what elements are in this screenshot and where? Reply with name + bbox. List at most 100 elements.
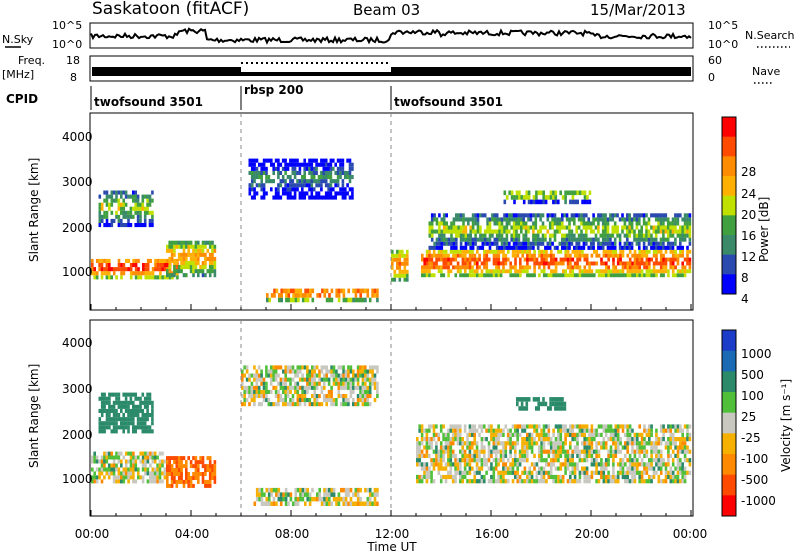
power-echo-cell [151, 271, 155, 276]
power-echo-cell [589, 221, 593, 226]
power-echo-cell [274, 166, 278, 171]
power-echo-cell [293, 162, 297, 167]
velocity-echo-cell [158, 459, 162, 464]
power-echo-cell [594, 233, 598, 238]
power-echo-cell [129, 263, 133, 268]
power-echo-cell [674, 257, 677, 262]
power-echo-cell [456, 265, 460, 270]
power-echo-cell [455, 225, 458, 230]
power-echo-cell [532, 237, 535, 242]
velocity-echo-cell [289, 496, 293, 502]
velocity-echo-cell [471, 441, 474, 446]
velocity-echo-cell [593, 449, 596, 454]
power-echo-cell [517, 221, 521, 226]
velocity-echo-cell [674, 445, 677, 450]
velocity-echo-cell [272, 385, 275, 390]
velocity-echo-cell [129, 413, 133, 418]
power-echo-cell [289, 183, 292, 188]
power-echo-cell [628, 229, 631, 234]
power-echo-cell [600, 273, 603, 278]
velocity-echo-cell [284, 389, 287, 394]
velocity-echo-cell [146, 400, 149, 405]
velocity-echo-cell [671, 462, 675, 467]
velocity-echo-cell [466, 445, 469, 450]
velocity-echo-cell [120, 404, 123, 409]
velocity-echo-cell [153, 471, 157, 476]
velocity-echo-cell [602, 424, 606, 429]
velocity-echo-cell [576, 437, 579, 442]
velocity-echo-cell [494, 437, 498, 442]
velocity-echo-cell [504, 470, 508, 475]
power-echo-cell [282, 288, 286, 294]
velocity-echo-cell [112, 404, 116, 409]
power-echo-cell [520, 225, 523, 230]
power-echo-cell [553, 245, 557, 250]
power-echo-cell [423, 265, 426, 270]
power-echo-cell [337, 293, 341, 298]
velocity-echo-cell [473, 424, 476, 429]
power-echo-cell [462, 237, 465, 242]
power-echo-cell [180, 244, 183, 249]
power-echo-cell [524, 241, 528, 246]
power-echo-cell [286, 162, 290, 167]
velocity-echo-cell [425, 449, 429, 454]
velocity-echo-cell [576, 479, 579, 484]
power-echo-cell [546, 229, 550, 234]
power-echo-cell [611, 225, 615, 230]
velocity-echo-cell [139, 475, 142, 480]
velocity-echo-cell [296, 487, 300, 493]
power-echo-cell [561, 213, 564, 218]
power-echo-cell [571, 257, 575, 262]
power-echo-cell [580, 221, 583, 226]
power-echo-cell [669, 229, 672, 234]
velocity-echo-cell [137, 471, 140, 476]
power-echo-cell [132, 194, 135, 199]
velocity-echo-cell [122, 471, 126, 476]
velocity-echo-cell [631, 470, 634, 475]
velocity-echo-cell [683, 466, 687, 471]
velocity-echo-cell [514, 458, 517, 463]
power-echo-cell [142, 267, 145, 272]
velocity-echo-cell [538, 453, 541, 458]
velocity-echo-cell [497, 437, 500, 442]
velocity-echo-cell [616, 474, 620, 480]
power-echo-cell [265, 175, 268, 180]
velocity-echo-cell [585, 441, 589, 446]
velocity-echo-cell [478, 458, 481, 463]
velocity-echo-cell [315, 365, 319, 370]
power-echo-cell [151, 190, 154, 195]
velocity-echo-cell [161, 471, 164, 476]
velocity-echo-cell [564, 462, 567, 467]
power-echo-cell [149, 271, 152, 276]
velocity-echo-cell [533, 462, 536, 467]
power-echo-cell [626, 265, 630, 270]
velocity-echo-cell [607, 449, 610, 454]
power-echo-cell [103, 210, 106, 215]
velocity-echo-cell [253, 398, 256, 403]
power-echo-cell [305, 179, 309, 184]
velocity-echo-cell [120, 471, 123, 476]
velocity-echo-cell [612, 462, 615, 467]
power-echo-cell [686, 225, 689, 230]
power-echo-cell [312, 195, 316, 200]
power-echo-cell [664, 261, 668, 266]
power-echo-cell [248, 170, 252, 175]
velocity-echo-cell [361, 501, 365, 506]
velocity-echo-cell [475, 449, 479, 454]
power-echo-cell [260, 187, 263, 192]
power-echo-cell [438, 229, 441, 234]
power-echo-cell [688, 249, 692, 254]
power-echo-cell [659, 237, 663, 242]
power-echo-cell [149, 258, 152, 263]
power-echo-cell [628, 249, 632, 254]
velocity-echo-cell [432, 432, 436, 437]
velocity-echo-cell [100, 429, 104, 434]
velocity-echo-cell [590, 462, 594, 467]
velocity-echo-cell [528, 445, 531, 450]
power-echo-cell [110, 190, 114, 195]
velocity-echo-cell [538, 424, 541, 429]
power-echo-cell [301, 297, 305, 303]
power-echo-cell [442, 249, 446, 254]
power-echo-cell [197, 252, 200, 257]
velocity-echo-cell [287, 492, 290, 497]
